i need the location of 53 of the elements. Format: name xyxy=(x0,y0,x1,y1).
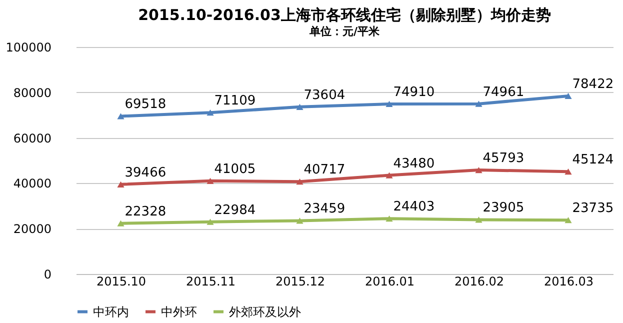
data-label: 45793 xyxy=(482,151,524,166)
point xyxy=(564,217,572,224)
legend-label: 中外环 xyxy=(161,304,197,319)
legend-label: 外郊环及以外 xyxy=(229,304,301,319)
point xyxy=(296,178,304,185)
data-label: 40717 xyxy=(304,162,346,178)
data-label: 23735 xyxy=(572,201,614,216)
y-tick-label: 80000 xyxy=(13,86,52,100)
point xyxy=(117,113,124,120)
point xyxy=(206,110,214,116)
point xyxy=(386,100,393,108)
y-tick-label: 0 xyxy=(44,268,52,282)
data-label: 39466 xyxy=(124,165,166,180)
point xyxy=(475,166,482,174)
x-tick-label: 2015.11 xyxy=(186,274,236,288)
point xyxy=(386,172,393,178)
data-label: 69518 xyxy=(124,97,166,112)
point xyxy=(206,178,214,184)
data-label: 45124 xyxy=(572,152,614,168)
data-label: 78422 xyxy=(572,76,614,92)
y-axis-title: 单位：元/平米 xyxy=(308,25,380,38)
y-tick-label: 60000 xyxy=(13,131,52,146)
legend-label: 中环内 xyxy=(93,304,129,319)
data-label: 24403 xyxy=(393,200,435,215)
data-label: 22328 xyxy=(124,204,166,220)
x-tick-label: 2016.03 xyxy=(544,274,594,288)
data-label: 23459 xyxy=(304,202,346,217)
data-label: 41005 xyxy=(214,162,256,177)
point xyxy=(117,181,124,188)
point xyxy=(564,168,572,175)
y-tick-label: 40000 xyxy=(13,176,52,191)
data-label: 23905 xyxy=(482,200,524,216)
data-label: 71109 xyxy=(214,94,256,109)
x-tick-label: 2016.02 xyxy=(454,274,504,288)
data-label: 22984 xyxy=(214,202,256,218)
y-tick-label: 20000 xyxy=(13,222,52,236)
data-label: 74910 xyxy=(393,84,435,100)
data-label: 43480 xyxy=(393,156,435,172)
point xyxy=(475,216,482,223)
point xyxy=(296,104,304,110)
y-tick-label: 100000 xyxy=(6,40,52,54)
point xyxy=(386,216,393,222)
point xyxy=(206,218,214,225)
x-tick-label: 2015.10 xyxy=(96,274,146,288)
point xyxy=(564,92,572,100)
point xyxy=(117,220,124,226)
point xyxy=(296,218,304,224)
data-label: 74961 xyxy=(482,84,524,100)
point xyxy=(475,100,482,107)
x-tick-label: 2016.01 xyxy=(364,274,415,288)
data-label: 73604 xyxy=(304,88,346,103)
chart-title: 2015.10-2016.03上海市各环线住宅（剔除别墅）均价走势 xyxy=(138,6,551,24)
x-tick-label: 2015.12 xyxy=(275,274,326,288)
